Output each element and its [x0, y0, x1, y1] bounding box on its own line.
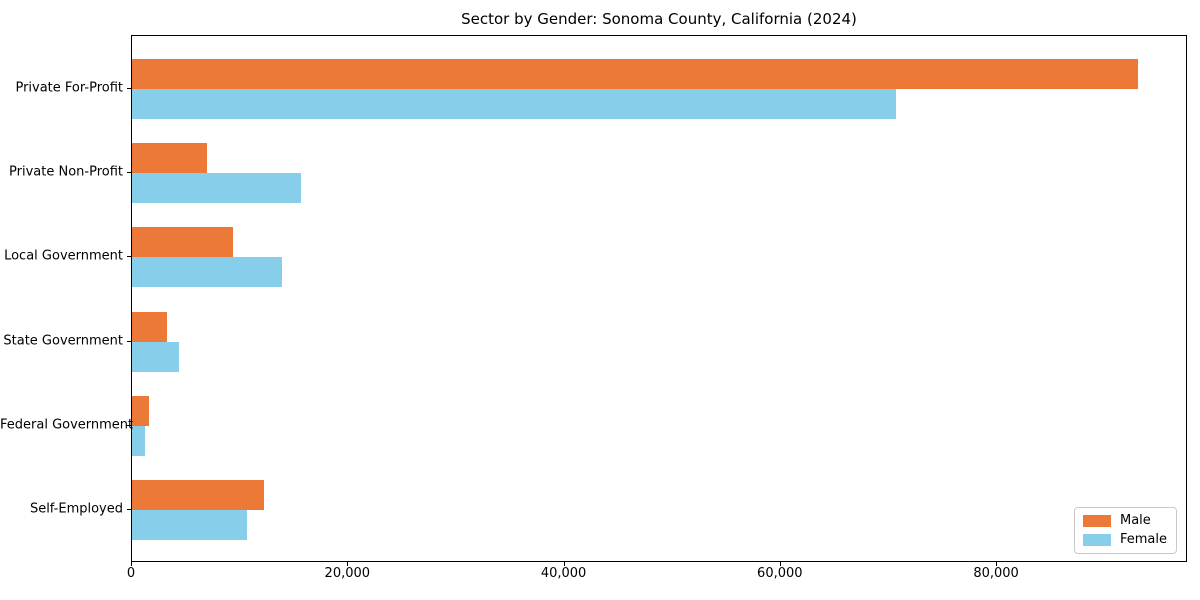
bar-male-local-government [132, 227, 233, 258]
y-tick-mark-local-government [127, 256, 131, 258]
female-series-swatch [1082, 534, 1111, 546]
x-tick-label-0: 0 [126, 566, 136, 581]
bar-female-state-government [132, 341, 179, 372]
y-tick-label-self-employed: Self-Employed [29, 501, 123, 517]
x-tick-label-60-000: 60,000 [757, 566, 803, 581]
y-tick-mark-federal-government [127, 424, 131, 426]
x-tick-mark-40-000 [563, 562, 565, 566]
y-tick-mark-private-for-profit [127, 88, 131, 89]
bar-male-self-employed [132, 480, 264, 510]
x-tick-label-20-000: 20,000 [324, 566, 371, 581]
chart-title: Sector by Gender: Sonoma County, Califor… [461, 10, 857, 28]
legend-item-male: Male [1082, 513, 1167, 528]
bar-female-self-employed [132, 510, 247, 540]
legend-label-female: Female [1119, 532, 1167, 547]
bar-female-private-for-profit [132, 89, 896, 119]
y-tick-label-private-non-profit: Private Non-Profit [9, 164, 123, 180]
y-tick-mark-self-employed [127, 509, 131, 510]
y-tick-label-private-for-profit: Private For-Profit [15, 80, 123, 96]
bar-male-federal-government [132, 395, 150, 426]
y-tick-mark-state-government [127, 340, 131, 342]
x-tick-mark-60-000 [779, 562, 781, 566]
legend: Male Female [1073, 507, 1177, 554]
x-tick-mark-0 [131, 562, 132, 566]
x-tick-mark-80-000 [996, 562, 998, 566]
legend-label-male: Male [1119, 513, 1151, 528]
bar-male-private-for-profit [132, 59, 1138, 89]
y-tick-label-local-government: Local Government [4, 248, 123, 264]
bar-female-private-non-profit [132, 173, 301, 204]
x-tick-mark-20-000 [347, 562, 349, 566]
bar-female-local-government [132, 257, 283, 288]
y-tick-label-state-government: State Government [3, 333, 123, 349]
legend-item-female: Female [1082, 532, 1167, 547]
y-tick-mark-private-non-profit [127, 172, 131, 174]
y-tick-label-federal-government: Federal Government [0, 417, 134, 433]
plot-area: Male Female [131, 35, 1187, 562]
bar-female-federal-government [132, 425, 145, 456]
x-tick-label-80-000: 80,000 [973, 566, 1019, 581]
male-series-swatch [1082, 515, 1111, 527]
bar-male-private-non-profit [132, 143, 207, 174]
bar-male-state-government [132, 311, 167, 342]
x-tick-label-40-000: 40,000 [540, 566, 587, 581]
